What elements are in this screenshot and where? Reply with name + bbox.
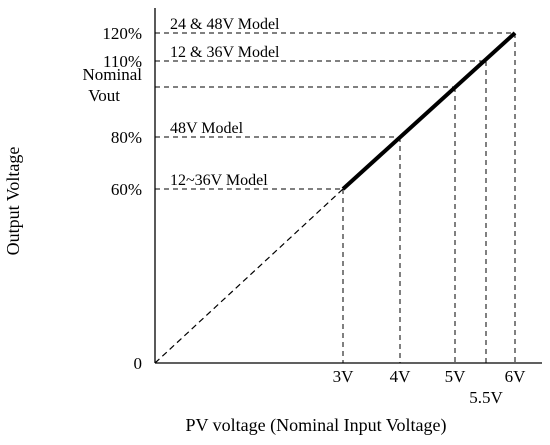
y-tick-label: 0 <box>134 354 143 373</box>
annotation-label: 24 & 48V Model <box>170 16 280 33</box>
y-tick-label: 60% <box>111 180 142 199</box>
y-tick-label: 80% <box>111 128 142 147</box>
x-axis-title: PV voltage (Nominal Input Voltage) <box>186 415 447 436</box>
x-tick-label: 3V <box>333 367 355 386</box>
x-tick-label: 4V <box>390 367 412 386</box>
annotation-label: 12 & 36V Model <box>170 44 280 61</box>
axes <box>154 8 542 364</box>
y-tick-label: Nominal <box>83 65 143 84</box>
y-tick-label: 110% <box>103 52 142 71</box>
y-tick-labels: 0 60% 80% Nominal Vout 110% 120% <box>83 24 143 373</box>
series-lines <box>154 31 517 364</box>
guide-lines <box>155 32 516 363</box>
x-tick-label: 6V <box>505 367 527 386</box>
y-tick-label: 120% <box>102 24 142 43</box>
series-line-dashed-0 <box>154 188 344 364</box>
y-tick-label-line2: Vout <box>88 86 120 105</box>
x-tick-label: 5V <box>445 367 467 386</box>
annotations: 24 & 48V Model 12 & 36V Model 48V Model 12~… <box>170 16 280 189</box>
annotation-label: 12~36V Model <box>170 172 268 189</box>
x-tick-label: 5.5V <box>469 388 503 407</box>
annotation-label: 48V Model <box>170 120 244 137</box>
series-line-solid-1 <box>341 31 517 191</box>
y-axis-title: Output Voltage <box>3 147 23 256</box>
